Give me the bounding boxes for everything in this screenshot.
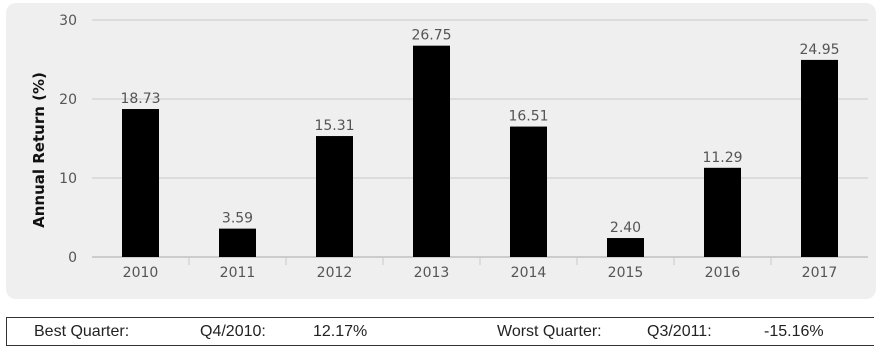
y-tick-label: 20 bbox=[59, 92, 77, 108]
best-quarter-value: 12.17% bbox=[313, 323, 368, 340]
x-tick-label: 2010 bbox=[123, 265, 159, 281]
bar-2016 bbox=[704, 167, 741, 257]
bar-2017 bbox=[801, 59, 838, 257]
y-tick-label: 10 bbox=[59, 171, 77, 187]
bar-value-label: 15.31 bbox=[314, 118, 354, 134]
best-quarter-label: Best Quarter: bbox=[34, 323, 130, 340]
x-tick-label: 2017 bbox=[802, 265, 838, 281]
bar-2012 bbox=[316, 136, 353, 257]
y-tick-label: 30 bbox=[59, 13, 77, 29]
x-tick-label: 2013 bbox=[414, 265, 450, 281]
x-tick-label: 2016 bbox=[705, 265, 741, 281]
worst-quarter-period: Q3/2011: bbox=[647, 323, 712, 340]
bar-2011 bbox=[219, 228, 256, 257]
bars bbox=[122, 45, 838, 258]
bar-value-label: 26.75 bbox=[411, 28, 451, 44]
bar-2014 bbox=[510, 126, 547, 257]
bar-value-label: 11.29 bbox=[702, 150, 742, 166]
y-tick-label: 0 bbox=[68, 250, 77, 266]
y-axis-title: Annual Return (%) bbox=[30, 72, 48, 228]
x-tick-label: 2015 bbox=[608, 265, 644, 281]
bar-2015 bbox=[607, 238, 644, 257]
x-tick-label: 2011 bbox=[220, 265, 256, 281]
bar-value-label: 3.59 bbox=[222, 211, 253, 227]
worst-quarter-label: Worst Quarter: bbox=[497, 323, 602, 340]
bar-value-label: 18.73 bbox=[120, 91, 160, 107]
y-axis-ticks: 0 10 20 30 bbox=[59, 13, 77, 266]
bar-value-labels: 18.73 3.59 15.31 26.75 16.51 2.40 11.29 24.95 bbox=[120, 28, 839, 236]
bar-value-label: 24.95 bbox=[799, 42, 839, 58]
x-axis-ticks: 2010 2011 2012 2013 2014 2015 2016 2017 bbox=[123, 265, 838, 281]
x-tick-label: 2014 bbox=[511, 265, 547, 281]
bar-2010 bbox=[122, 109, 159, 258]
x-tick-label: 2012 bbox=[317, 265, 353, 281]
worst-quarter-value: -15.16% bbox=[764, 323, 824, 340]
bar-value-label: 2.40 bbox=[610, 220, 641, 236]
best-quarter-period: Q4/2010: bbox=[200, 323, 266, 340]
bar-chart: 18.73 3.59 15.31 26.75 16.51 2.40 11.29 24.95 0… bbox=[30, 13, 868, 281]
quarter-stats-bar: Best Quarter: Q4/2010: 12.17% Worst Quar… bbox=[6, 317, 874, 346]
grid-lines bbox=[92, 19, 868, 265]
bar-2013 bbox=[413, 45, 450, 257]
bar-value-label: 16.51 bbox=[508, 109, 548, 125]
